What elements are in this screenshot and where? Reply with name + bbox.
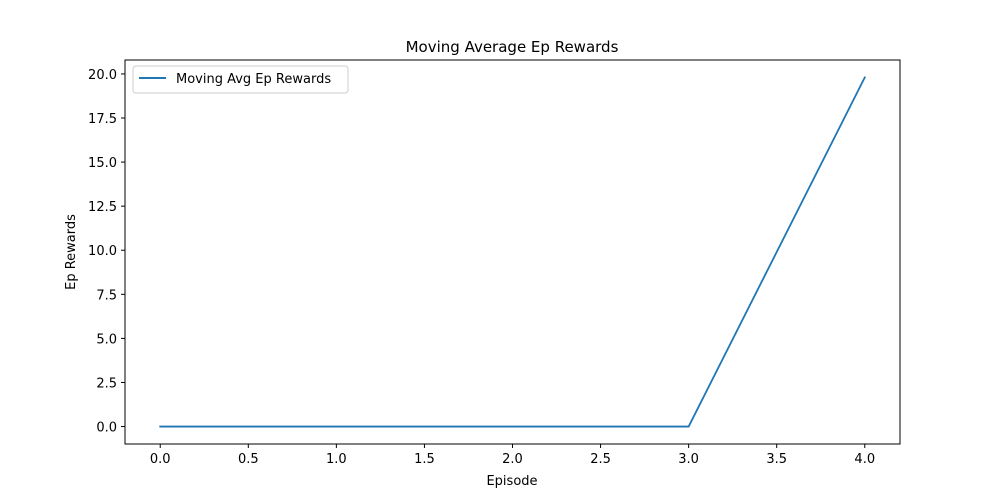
x-tick-label: 2.0	[502, 452, 523, 467]
chart-title: Moving Average Ep Rewards	[406, 38, 619, 56]
x-tick-label: 1.5	[414, 452, 435, 467]
y-tick-label: 12.5	[88, 200, 117, 215]
y-axis: 0.0 2.5 5.0 7.5 10.0 12.5 15.0 17.5 20.0	[88, 68, 125, 436]
x-tick-label: 0.5	[238, 452, 259, 467]
x-axis-label: Episode	[486, 474, 537, 489]
series-line	[159, 76, 866, 428]
y-tick-label: 10.0	[88, 244, 117, 259]
y-tick-label: 2.5	[96, 376, 117, 391]
plot-area	[124, 59, 901, 445]
y-tick-label: 15.0	[88, 156, 117, 171]
x-tick-label: 1.0	[326, 452, 347, 467]
y-tick-label: 20.0	[88, 68, 117, 83]
y-tick-label: 7.5	[96, 288, 117, 303]
y-tick-label: 17.5	[88, 112, 117, 127]
x-tick-label: 3.0	[678, 452, 699, 467]
x-tick-label: 0.0	[150, 452, 171, 467]
series-layer	[159, 76, 866, 428]
x-axis: 0.0 0.5 1.0 1.5 2.0 2.5 3.0 3.5 4.0	[150, 444, 875, 467]
x-tick-label: 3.5	[766, 452, 787, 467]
y-tick-label: 5.0	[96, 332, 117, 347]
x-tick-label: 2.5	[590, 452, 611, 467]
x-tick-label: 4.0	[854, 452, 875, 467]
y-tick-label: 0.0	[96, 421, 117, 436]
legend-label: Moving Avg Ep Rewards	[176, 72, 331, 87]
y-axis-label: Ep Rewards	[64, 214, 79, 290]
legend: Moving Avg Ep Rewards	[132, 65, 349, 94]
legend-box	[132, 65, 349, 94]
